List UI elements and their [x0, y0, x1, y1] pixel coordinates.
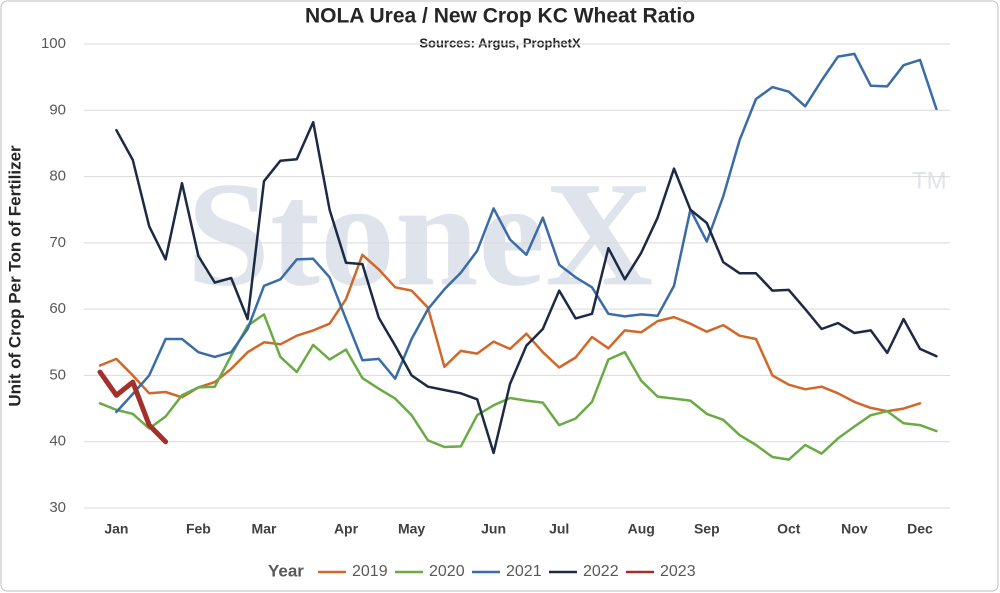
x-tick-label: Feb [186, 521, 211, 537]
y-tick-label: 70 [49, 234, 66, 251]
x-tick-label: Jul [549, 521, 569, 537]
x-tick-label: Oct [777, 521, 801, 537]
x-tick-label: Dec [907, 521, 933, 537]
series-line [115, 52, 938, 414]
legend-title: Year [268, 561, 304, 580]
y-tick-label: 50 [49, 366, 66, 383]
y-axis-label: Unit of Crop Per Ton of Fertilizer [5, 145, 24, 407]
watermark-mark: TM [912, 167, 947, 194]
x-tick-label: Nov [841, 521, 868, 537]
y-tick-label: 100 [41, 35, 66, 52]
y-tick-label: 30 [49, 499, 66, 516]
x-tick-label: Mar [252, 521, 277, 537]
legend-label: 2020 [429, 563, 465, 580]
x-tick-label: May [398, 521, 425, 537]
series-line [98, 253, 922, 413]
legend-label: 2021 [506, 563, 542, 580]
chart-title: NOLA Urea / New Crop KC Wheat Ratio [305, 5, 695, 28]
x-tick-label: Jun [481, 521, 506, 537]
x-tick-label: Sep [694, 521, 720, 537]
x-tick-label: Apr [334, 521, 359, 537]
x-tick-label: Jan [104, 521, 128, 537]
y-tick-label: 40 [49, 433, 66, 450]
legend-label: 2019 [352, 563, 388, 580]
legend-label: 2022 [583, 563, 619, 580]
y-tick-label: 80 [49, 168, 66, 185]
series-line [97, 369, 169, 445]
x-tick-label: Aug [628, 521, 655, 537]
y-tick-label: 60 [49, 300, 66, 317]
series-line [115, 120, 938, 455]
legend-label: 2023 [660, 563, 696, 580]
y-tick-label: 90 [49, 101, 66, 118]
chart-subtitle: Sources: Argus, ProphetX [419, 35, 581, 50]
